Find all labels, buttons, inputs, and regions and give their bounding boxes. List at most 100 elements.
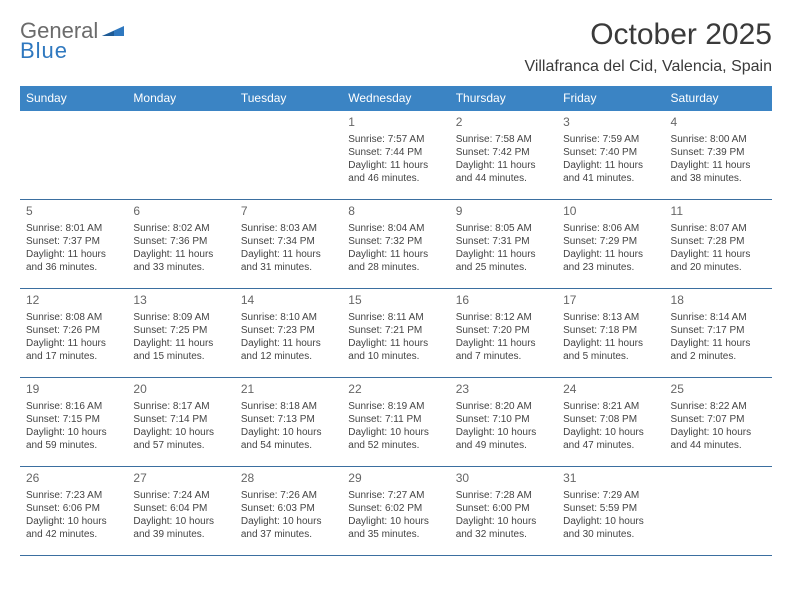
day-cell: 27Sunrise: 7:24 AMSunset: 6:04 PMDayligh… [127, 467, 234, 555]
day-detail: and 54 minutes. [241, 439, 338, 452]
day-detail: and 30 minutes. [563, 528, 660, 541]
day-cell: 19Sunrise: 8:16 AMSunset: 7:15 PMDayligh… [20, 378, 127, 466]
day-detail: and 44 minutes. [456, 172, 553, 185]
day-number: 29 [348, 471, 445, 487]
day-number: 9 [456, 204, 553, 220]
day-number: 16 [456, 293, 553, 309]
day-detail: and 52 minutes. [348, 439, 445, 452]
day-detail: Daylight: 10 hours [348, 426, 445, 439]
day-detail: and 17 minutes. [26, 350, 123, 363]
day-detail: Sunset: 7:31 PM [456, 235, 553, 248]
day-cell: 29Sunrise: 7:27 AMSunset: 6:02 PMDayligh… [342, 467, 449, 555]
day-detail: Sunset: 7:17 PM [671, 324, 768, 337]
day-detail: Daylight: 10 hours [456, 426, 553, 439]
day-detail: Sunset: 6:00 PM [456, 502, 553, 515]
week-row: 1Sunrise: 7:57 AMSunset: 7:44 PMDaylight… [20, 111, 772, 200]
day-detail: Daylight: 11 hours [563, 248, 660, 261]
day-detail: Daylight: 10 hours [133, 426, 230, 439]
weeks-container: 1Sunrise: 7:57 AMSunset: 7:44 PMDaylight… [20, 111, 772, 556]
day-detail: Sunrise: 7:26 AM [241, 489, 338, 502]
day-cell: 24Sunrise: 8:21 AMSunset: 7:08 PMDayligh… [557, 378, 664, 466]
day-detail: and 59 minutes. [26, 439, 123, 452]
day-detail: Sunrise: 8:18 AM [241, 400, 338, 413]
dow-cell: Thursday [450, 86, 557, 111]
day-detail: Sunset: 5:59 PM [563, 502, 660, 515]
day-number: 25 [671, 382, 768, 398]
day-number: 24 [563, 382, 660, 398]
day-cell: 1Sunrise: 7:57 AMSunset: 7:44 PMDaylight… [342, 111, 449, 199]
day-cell [665, 467, 772, 555]
day-cell: 25Sunrise: 8:22 AMSunset: 7:07 PMDayligh… [665, 378, 772, 466]
day-detail: Sunset: 7:23 PM [241, 324, 338, 337]
day-cell: 3Sunrise: 7:59 AMSunset: 7:40 PMDaylight… [557, 111, 664, 199]
day-detail: Daylight: 10 hours [563, 515, 660, 528]
week-row: 5Sunrise: 8:01 AMSunset: 7:37 PMDaylight… [20, 200, 772, 289]
day-detail: Sunrise: 8:09 AM [133, 311, 230, 324]
day-detail: and 23 minutes. [563, 261, 660, 274]
day-detail: Sunset: 7:28 PM [671, 235, 768, 248]
day-detail: and 33 minutes. [133, 261, 230, 274]
day-number: 5 [26, 204, 123, 220]
dow-cell: Sunday [20, 86, 127, 111]
day-detail: and 15 minutes. [133, 350, 230, 363]
day-number: 12 [26, 293, 123, 309]
day-number: 31 [563, 471, 660, 487]
month-title: October 2025 [524, 18, 772, 52]
day-number: 30 [456, 471, 553, 487]
day-number: 15 [348, 293, 445, 309]
day-detail: Sunset: 7:34 PM [241, 235, 338, 248]
day-detail: and 12 minutes. [241, 350, 338, 363]
day-detail: Sunrise: 7:23 AM [26, 489, 123, 502]
day-detail: Sunset: 6:06 PM [26, 502, 123, 515]
dow-cell: Tuesday [235, 86, 342, 111]
day-number: 21 [241, 382, 338, 398]
day-detail: and 5 minutes. [563, 350, 660, 363]
day-detail: Sunrise: 8:20 AM [456, 400, 553, 413]
day-number: 6 [133, 204, 230, 220]
day-number: 11 [671, 204, 768, 220]
day-detail: and 57 minutes. [133, 439, 230, 452]
day-detail: and 39 minutes. [133, 528, 230, 541]
day-detail: and 7 minutes. [456, 350, 553, 363]
day-detail: Sunrise: 8:01 AM [26, 222, 123, 235]
day-number: 27 [133, 471, 230, 487]
day-detail: Sunrise: 8:19 AM [348, 400, 445, 413]
brand-logo: General Blue [20, 18, 124, 62]
day-detail: Daylight: 11 hours [456, 337, 553, 350]
day-detail: Sunrise: 7:57 AM [348, 133, 445, 146]
dow-cell: Wednesday [342, 86, 449, 111]
week-row: 12Sunrise: 8:08 AMSunset: 7:26 PMDayligh… [20, 289, 772, 378]
day-cell: 17Sunrise: 8:13 AMSunset: 7:18 PMDayligh… [557, 289, 664, 377]
day-detail: Daylight: 11 hours [563, 337, 660, 350]
day-detail: Sunrise: 8:02 AM [133, 222, 230, 235]
calendar-page: General Blue October 2025 Villafranca de… [0, 0, 792, 556]
day-number: 10 [563, 204, 660, 220]
day-cell [235, 111, 342, 199]
day-cell: 7Sunrise: 8:03 AMSunset: 7:34 PMDaylight… [235, 200, 342, 288]
day-detail: Sunrise: 7:27 AM [348, 489, 445, 502]
day-detail: and 31 minutes. [241, 261, 338, 274]
title-block: October 2025 Villafranca del Cid, Valenc… [524, 18, 772, 76]
day-detail: Sunset: 7:40 PM [563, 146, 660, 159]
day-cell: 13Sunrise: 8:09 AMSunset: 7:25 PMDayligh… [127, 289, 234, 377]
day-detail: Daylight: 10 hours [133, 515, 230, 528]
day-detail: Sunset: 7:26 PM [26, 324, 123, 337]
day-detail: Daylight: 11 hours [133, 337, 230, 350]
day-cell [20, 111, 127, 199]
day-detail: Sunset: 7:36 PM [133, 235, 230, 248]
day-number: 28 [241, 471, 338, 487]
day-detail: and 32 minutes. [456, 528, 553, 541]
day-detail: Daylight: 10 hours [26, 426, 123, 439]
day-detail: Sunset: 7:18 PM [563, 324, 660, 337]
day-detail: Sunrise: 8:00 AM [671, 133, 768, 146]
day-detail: Sunset: 7:13 PM [241, 413, 338, 426]
day-detail: Sunrise: 8:03 AM [241, 222, 338, 235]
week-row: 19Sunrise: 8:16 AMSunset: 7:15 PMDayligh… [20, 378, 772, 467]
day-detail: Daylight: 11 hours [563, 159, 660, 172]
day-cell: 20Sunrise: 8:17 AMSunset: 7:14 PMDayligh… [127, 378, 234, 466]
day-detail: Daylight: 11 hours [456, 248, 553, 261]
day-detail: and 28 minutes. [348, 261, 445, 274]
day-detail: Daylight: 10 hours [348, 515, 445, 528]
day-detail: Sunset: 7:11 PM [348, 413, 445, 426]
day-detail: Sunrise: 7:24 AM [133, 489, 230, 502]
